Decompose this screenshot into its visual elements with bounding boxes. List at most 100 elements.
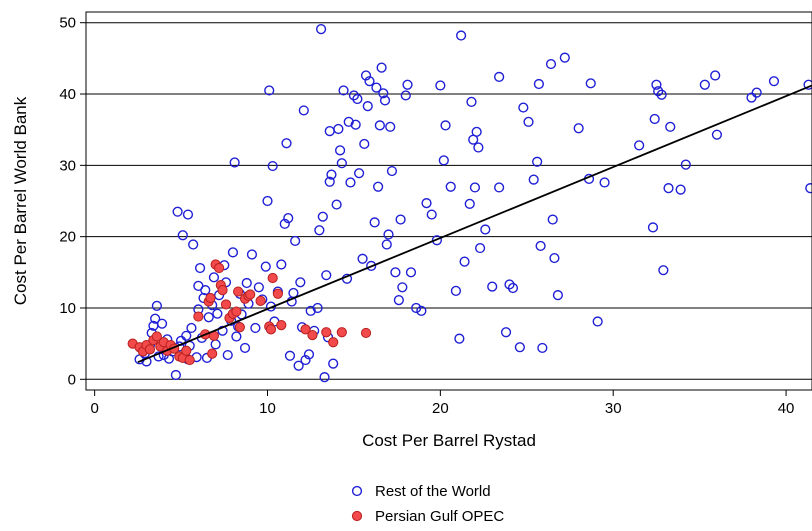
data-point bbox=[480, 224, 491, 235]
data-point bbox=[378, 88, 389, 99]
data-point bbox=[354, 168, 365, 179]
data-point bbox=[487, 281, 498, 292]
data-point bbox=[376, 62, 387, 73]
data-point bbox=[290, 235, 301, 247]
data-point bbox=[464, 198, 475, 209]
data-point bbox=[528, 174, 539, 185]
data-point bbox=[151, 331, 162, 342]
data-point bbox=[205, 292, 216, 304]
data-point bbox=[379, 95, 391, 106]
data-point bbox=[181, 345, 192, 356]
data-point bbox=[250, 322, 261, 334]
data-point bbox=[350, 119, 361, 130]
data-point bbox=[321, 270, 332, 281]
data-point bbox=[324, 176, 335, 187]
data-point bbox=[300, 354, 311, 366]
legend-marker-persian-gulf-opec bbox=[351, 510, 363, 522]
data-point bbox=[177, 230, 188, 241]
data-point bbox=[393, 295, 404, 306]
data-point bbox=[585, 78, 596, 89]
data-point bbox=[450, 285, 462, 296]
data-point bbox=[333, 123, 344, 135]
data-point bbox=[267, 160, 278, 172]
data-point bbox=[305, 305, 316, 316]
data-point bbox=[374, 120, 385, 131]
data-point bbox=[547, 214, 558, 225]
data-point bbox=[283, 213, 294, 224]
data-point bbox=[699, 79, 710, 90]
data-point bbox=[186, 322, 197, 334]
legend-marker-rest-of-the-world bbox=[351, 485, 363, 497]
data-point bbox=[352, 93, 363, 105]
data-point bbox=[229, 157, 240, 168]
data-point bbox=[172, 206, 183, 217]
data-point bbox=[381, 239, 392, 250]
y-tick-label: 30 bbox=[59, 157, 76, 174]
data-point bbox=[362, 101, 373, 112]
data-point bbox=[445, 181, 456, 192]
data-point bbox=[507, 282, 519, 294]
legend-label-persian-gulf-opec: Persian Gulf OPEC bbox=[375, 508, 504, 525]
data-point bbox=[288, 287, 299, 299]
data-point bbox=[400, 90, 411, 101]
data-point bbox=[260, 261, 271, 272]
fit-line-group bbox=[137, 84, 812, 364]
x-tick-label: 10 bbox=[259, 400, 276, 417]
data-point bbox=[245, 289, 256, 300]
data-point bbox=[751, 87, 762, 98]
data-point bbox=[805, 183, 812, 194]
data-point bbox=[156, 318, 168, 329]
data-point bbox=[663, 183, 674, 194]
data-point bbox=[454, 333, 465, 344]
data-point bbox=[307, 329, 318, 341]
data-point bbox=[500, 327, 512, 338]
data-point bbox=[345, 177, 356, 188]
data-point bbox=[298, 105, 309, 116]
data-point bbox=[768, 76, 780, 87]
data-point bbox=[348, 90, 360, 101]
data-point bbox=[532, 156, 543, 167]
data-point bbox=[653, 86, 664, 97]
data-point bbox=[364, 76, 375, 87]
data-point bbox=[647, 222, 659, 233]
data-point bbox=[803, 79, 812, 90]
data-point bbox=[411, 302, 422, 314]
data-point bbox=[217, 325, 228, 336]
data-point bbox=[383, 229, 394, 240]
data-point bbox=[335, 145, 346, 156]
y-tick-label: 40 bbox=[59, 86, 76, 103]
data-point bbox=[360, 327, 372, 339]
data-point bbox=[373, 181, 384, 192]
data-point bbox=[265, 324, 277, 335]
data-point bbox=[144, 344, 156, 355]
data-point bbox=[326, 169, 337, 180]
data-point bbox=[471, 126, 482, 137]
y-axis: 0 10 20 30 40 50 bbox=[59, 15, 86, 388]
y-gridlines bbox=[86, 22, 812, 380]
data-point bbox=[184, 354, 195, 366]
data-point bbox=[431, 235, 443, 246]
data-point bbox=[188, 239, 199, 250]
data-point bbox=[200, 285, 211, 296]
data-point bbox=[284, 350, 296, 361]
data-point bbox=[537, 342, 548, 354]
data-point bbox=[312, 302, 323, 314]
x-axis: 0 10 20 30 40 bbox=[90, 390, 794, 417]
data-point bbox=[239, 342, 251, 354]
plot-frame bbox=[85, 11, 812, 391]
data-point bbox=[319, 372, 330, 383]
data-point bbox=[331, 199, 342, 210]
data-point bbox=[220, 299, 232, 310]
data-point bbox=[241, 277, 252, 289]
data-point bbox=[208, 272, 220, 283]
data-point bbox=[494, 182, 505, 193]
data-point bbox=[217, 285, 228, 296]
data-point bbox=[214, 262, 225, 274]
data-point bbox=[153, 351, 164, 362]
data-point bbox=[438, 155, 449, 166]
legend-label-rest-of-the-world: Rest of the World bbox=[375, 483, 491, 500]
data-point bbox=[533, 78, 544, 90]
data-point bbox=[658, 265, 669, 276]
data-point bbox=[357, 253, 368, 264]
data-point bbox=[545, 58, 557, 70]
